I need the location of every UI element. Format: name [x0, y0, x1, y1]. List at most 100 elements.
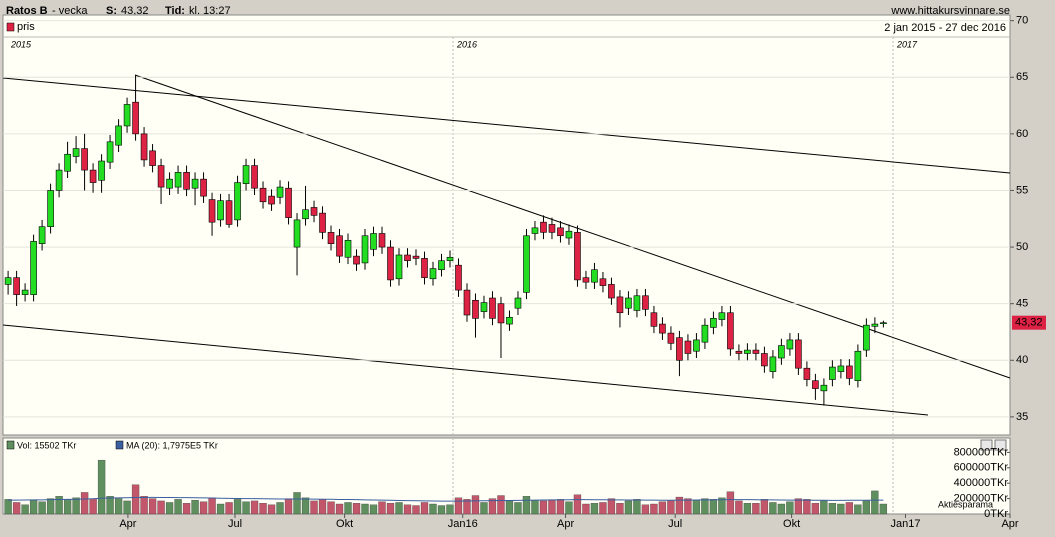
volume-bar	[811, 503, 820, 515]
volume-bar	[471, 495, 480, 515]
candle-body	[353, 255, 360, 265]
volume-bar	[820, 500, 828, 515]
legend-label: pris	[17, 21, 35, 33]
candle-body	[336, 235, 343, 257]
candle-body	[557, 227, 564, 237]
candle-body	[268, 195, 275, 205]
candle-body	[633, 295, 641, 311]
volume-bar	[709, 499, 718, 515]
volume-bar	[692, 499, 701, 515]
candle-body	[276, 186, 284, 198]
candle-body	[531, 227, 539, 234]
candle-body	[795, 339, 802, 369]
y-tick-label: 0TKr	[984, 508, 1008, 520]
volume-bar	[174, 499, 182, 515]
candle-body	[285, 187, 292, 218]
volume-bar	[573, 494, 582, 515]
candle-body	[217, 200, 224, 221]
candle-body	[718, 312, 726, 320]
candle-body	[98, 160, 105, 181]
candle-body	[370, 233, 377, 250]
candle-body	[829, 366, 836, 380]
candle-body	[395, 254, 403, 280]
candle-body	[820, 384, 828, 392]
candle-body	[140, 133, 148, 161]
candle-body	[786, 339, 794, 350]
candle-body	[693, 339, 700, 352]
candle-body	[89, 169, 97, 183]
volume-bar	[420, 502, 429, 515]
volume-bar	[667, 500, 675, 515]
candle-body	[4, 277, 12, 285]
candle-body	[710, 318, 717, 328]
volume-bar	[429, 503, 437, 515]
candle-body	[472, 299, 479, 319]
quote: 43,32	[121, 5, 149, 17]
volume-bar	[386, 503, 395, 515]
candle-body	[412, 255, 420, 259]
volume-bar	[488, 498, 497, 515]
volume-bar	[327, 501, 335, 515]
candle-body	[616, 296, 624, 314]
volume-bar	[80, 492, 89, 515]
volume-bar	[633, 499, 641, 515]
volume-bar	[582, 503, 590, 515]
zoom-button[interactable]	[980, 439, 993, 451]
candle-body	[642, 295, 649, 310]
time-label: Tid:	[165, 5, 185, 17]
candle-body	[361, 235, 369, 264]
candle-body	[344, 239, 352, 258]
y-tick-label: 600000TKr	[954, 462, 1009, 474]
volume-legend: Vol: 15502 TKr	[17, 440, 76, 450]
quote-label: S:	[106, 5, 117, 17]
volume-bar	[845, 502, 854, 515]
candle-body	[30, 241, 37, 295]
candle-body	[523, 235, 530, 293]
volume-bar	[276, 502, 284, 515]
candle-body	[446, 256, 454, 261]
candle-body	[259, 187, 267, 203]
candle-body	[378, 233, 386, 248]
candle-body	[701, 324, 709, 343]
volume-bar	[854, 504, 862, 515]
volume-bar	[454, 497, 463, 515]
candle-body	[174, 172, 182, 188]
y-tick-label: 40	[1016, 354, 1028, 366]
volume-bar	[21, 504, 29, 515]
price-tag	[1012, 315, 1046, 330]
candle-body	[752, 349, 760, 354]
candle-body	[225, 200, 233, 225]
candle-body	[880, 322, 887, 324]
volume-bar	[437, 505, 446, 515]
close-button[interactable]	[994, 439, 1007, 451]
volume-bar	[497, 495, 505, 515]
candle-body	[208, 199, 216, 223]
candle-body	[744, 349, 751, 354]
year-label: 2015	[10, 39, 32, 49]
volume-bar	[565, 501, 573, 515]
volume-bar	[837, 503, 845, 515]
y-tick-label: 65	[1016, 71, 1028, 83]
volume-bar	[556, 499, 565, 515]
volume-bar	[29, 499, 38, 515]
volume-bar	[777, 503, 786, 515]
volume-bar	[607, 498, 616, 515]
y-tick-label: 70	[1016, 15, 1028, 27]
x-tick-label: Apr	[119, 518, 136, 530]
price-panel	[2, 14, 1011, 436]
volume-bar	[46, 498, 55, 515]
candle-body	[565, 230, 573, 239]
volume-bar	[123, 500, 131, 515]
volume-bar	[114, 498, 123, 515]
volume-bar	[480, 502, 488, 515]
volume-bar	[361, 503, 369, 515]
y-tick-label: 35	[1016, 411, 1028, 423]
candle-body	[455, 264, 462, 291]
candle-body	[727, 312, 734, 350]
volume-bar	[267, 504, 276, 515]
chart-title: Ratos B	[6, 5, 48, 17]
candle-body	[106, 141, 114, 163]
x-tick-label: Okt	[336, 518, 353, 530]
x-tick-label: Jul	[228, 518, 242, 530]
